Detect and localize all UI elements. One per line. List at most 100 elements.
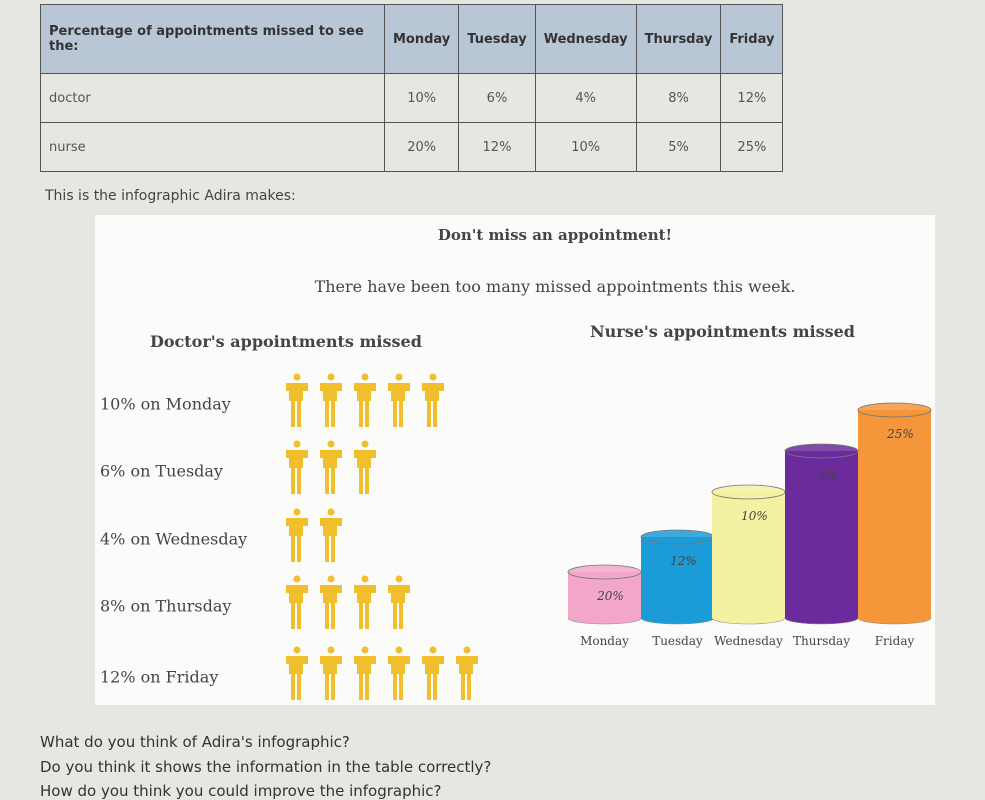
table-cell: 5%: [635, 122, 722, 172]
bar-label: 5%: [818, 468, 837, 482]
person-icon: [286, 373, 308, 427]
person-icon: [422, 373, 444, 427]
person-icon: [320, 575, 342, 629]
icon-head: [395, 373, 403, 381]
icon-head: [361, 373, 369, 381]
icon-body: [354, 383, 376, 427]
icon-body: [286, 585, 308, 629]
person-icon: [388, 373, 410, 427]
table-cell: 10%: [383, 73, 460, 123]
table-cell: 10%: [534, 122, 637, 172]
cylinder-top: [640, 529, 715, 545]
icon-body: [354, 585, 376, 629]
person-icon: [354, 373, 376, 427]
person-icon: [286, 440, 308, 494]
person-icon: [354, 646, 376, 700]
icon-head: [361, 440, 369, 448]
icon-body: [422, 383, 444, 427]
cylinder-body: [712, 492, 785, 618]
person-icon: [388, 575, 410, 629]
subtitle: There have been too many missed appointm…: [315, 277, 796, 296]
icon-head: [293, 440, 301, 448]
cylinder-top: [857, 402, 932, 418]
person-icon: [422, 646, 444, 700]
cylinder: [711, 484, 786, 625]
icon-body: [286, 518, 308, 562]
cylinder-body: [568, 572, 641, 618]
table-row: nurse 20% 12% 10% 5% 25%: [40, 122, 784, 172]
person-icon: [286, 575, 308, 629]
icon-head: [327, 440, 335, 448]
icon-body: [320, 518, 342, 562]
person-icon: [320, 646, 342, 700]
question: What do you think of Adira's infographic…: [40, 733, 350, 751]
icon-body: [286, 383, 308, 427]
icon-body: [388, 383, 410, 427]
icon-head: [361, 646, 369, 654]
header-cell: Wednesday: [534, 4, 637, 74]
person-icon: [286, 646, 308, 700]
icon-head: [327, 575, 335, 583]
doctor-heading: Doctor's appointments missed: [150, 332, 422, 351]
icon-head: [361, 575, 369, 583]
row-label: 6% on Tuesday: [100, 462, 223, 481]
row-label: 4% on Wednesday: [100, 530, 247, 549]
category-label: Thursday: [793, 634, 850, 648]
person-icon: [388, 646, 410, 700]
bar-label: 10%: [741, 509, 768, 523]
icon-head: [395, 575, 403, 583]
cylinder: [567, 564, 642, 625]
table-cell: 12%: [720, 73, 784, 123]
cylinder-body: [858, 410, 931, 618]
icon-body: [388, 585, 410, 629]
title: Don't miss an appointment!: [438, 226, 672, 244]
icon-body: [320, 656, 342, 700]
person-icon: [354, 440, 376, 494]
icon-body: [388, 656, 410, 700]
caption: This is the infographic Adira makes:: [45, 188, 296, 204]
cylinder: [640, 529, 715, 625]
table-cell: nurse: [40, 122, 385, 172]
header-cell: Monday: [383, 4, 460, 74]
icon-head: [429, 373, 437, 381]
icon-body: [422, 656, 444, 700]
icon-head: [327, 373, 335, 381]
icon-head: [293, 373, 301, 381]
icon-head: [293, 508, 301, 516]
bar-label: 12%: [670, 554, 697, 568]
category-label: Friday: [875, 634, 915, 648]
row-label: 12% on Friday: [100, 668, 218, 687]
header-cell: Percentage of appointments missed to see…: [40, 4, 385, 74]
icon-body: [456, 656, 478, 700]
icon-head: [463, 646, 471, 654]
table-cell: 12%: [458, 122, 536, 172]
cylinder-top: [567, 564, 642, 580]
cylinder-body: [785, 451, 858, 618]
category-label: Wednesday: [714, 634, 783, 648]
header-cell: Tuesday: [458, 4, 536, 74]
person-icon: [354, 575, 376, 629]
icon-body: [286, 450, 308, 494]
icon-head: [293, 646, 301, 654]
icon-body: [354, 656, 376, 700]
person-icon: [320, 508, 342, 562]
icon-head: [327, 646, 335, 654]
header-row: Percentage of appointments missed to see…: [40, 4, 784, 74]
person-icon: [320, 373, 342, 427]
person-icon: [456, 646, 478, 700]
cylinder: [857, 402, 932, 625]
bar-label: 25%: [886, 427, 914, 441]
header-cell: Thursday: [635, 4, 722, 74]
question: How do you think you could improve the i…: [40, 782, 442, 800]
icon-body: [320, 585, 342, 629]
person-icon: [320, 440, 342, 494]
icon-body: [320, 383, 342, 427]
table-cell: doctor: [40, 73, 385, 123]
cylinder-top: [784, 443, 859, 459]
icon-head: [395, 646, 403, 654]
icon-head: [327, 508, 335, 516]
icon-body: [354, 450, 376, 494]
cylinder-body: [641, 537, 714, 618]
